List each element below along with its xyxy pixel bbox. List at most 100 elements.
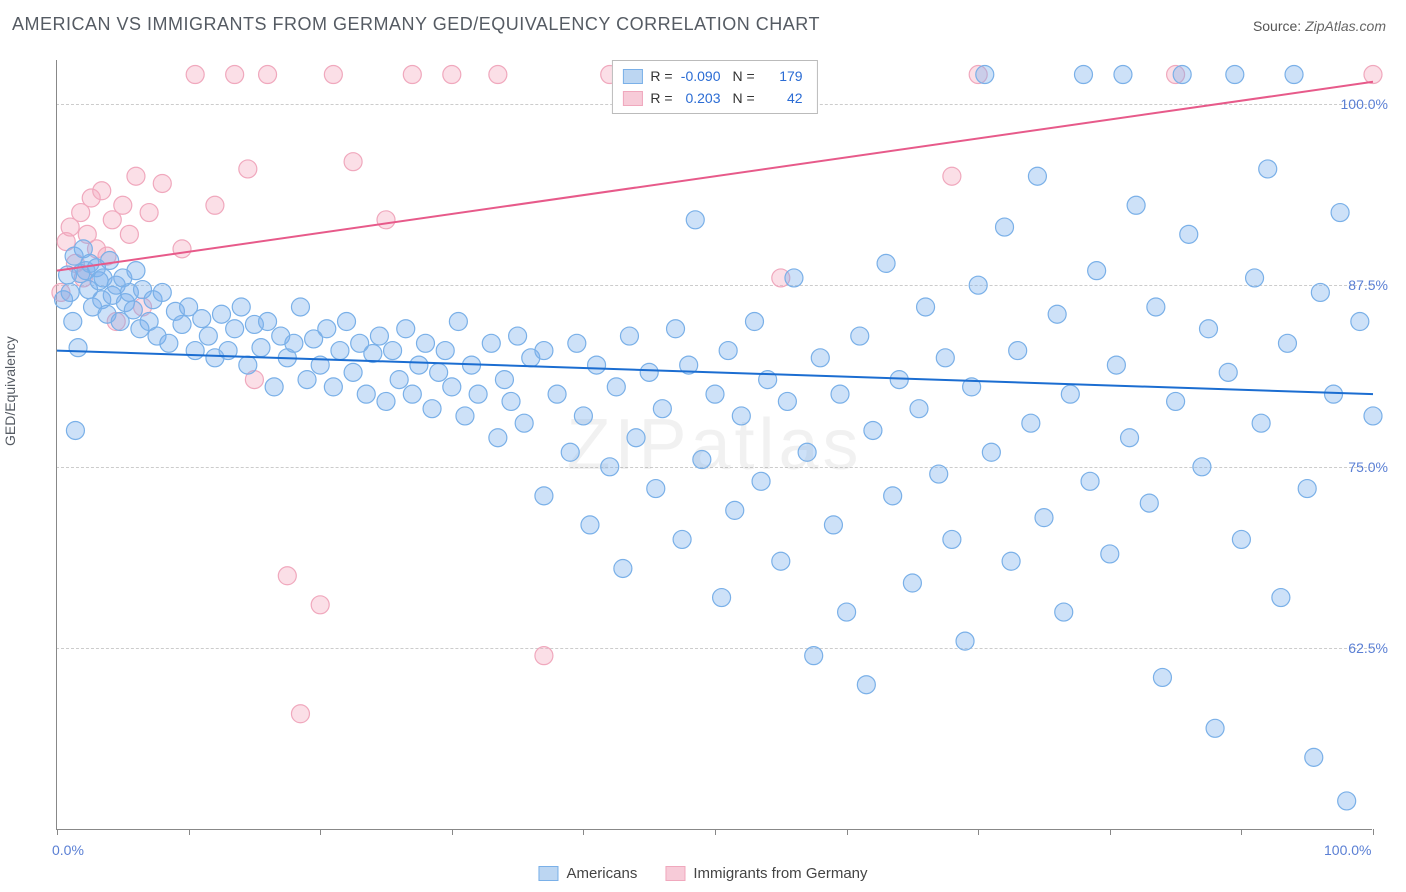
data-point (456, 407, 474, 425)
data-point (1173, 66, 1191, 84)
data-point (706, 385, 724, 403)
data-point (515, 414, 533, 432)
data-point (160, 334, 178, 352)
data-point (1127, 196, 1145, 214)
data-point (1114, 66, 1132, 84)
data-point (1351, 313, 1369, 331)
data-point (403, 66, 421, 84)
data-point (1285, 66, 1303, 84)
data-point (1180, 225, 1198, 243)
data-point (1364, 407, 1382, 425)
source-label: Source: (1253, 18, 1301, 34)
data-point (568, 334, 586, 352)
data-point (469, 385, 487, 403)
data-point (213, 305, 231, 323)
data-point (443, 66, 461, 84)
data-point (1193, 458, 1211, 476)
data-point (397, 320, 415, 338)
data-point (344, 363, 362, 381)
xtick (978, 829, 979, 835)
data-point (930, 465, 948, 483)
data-point (686, 211, 704, 229)
data-point (607, 378, 625, 396)
data-point (318, 320, 336, 338)
data-point (1009, 342, 1027, 360)
data-point (324, 66, 342, 84)
data-point (851, 327, 869, 345)
data-point (66, 421, 84, 439)
data-point (1364, 66, 1382, 84)
data-point (976, 66, 994, 84)
data-point (153, 174, 171, 192)
data-point (1055, 603, 1073, 621)
n-value-1: 42 (759, 90, 807, 106)
data-point (124, 301, 142, 319)
data-point (61, 283, 79, 301)
data-point (824, 516, 842, 534)
data-point (1074, 66, 1092, 84)
data-point (252, 339, 270, 357)
legend-stats-row-0: R = -0.090 N = 179 (622, 65, 806, 87)
data-point (1088, 262, 1106, 280)
data-point (298, 371, 316, 389)
data-point (423, 400, 441, 418)
data-point (502, 392, 520, 410)
data-point (344, 153, 362, 171)
data-point (291, 705, 309, 723)
data-point (173, 240, 191, 258)
data-point (443, 378, 461, 396)
data-point (719, 342, 737, 360)
x-axis-max-label: 100.0% (1324, 842, 1371, 858)
data-point (403, 385, 421, 403)
data-point (186, 342, 204, 360)
data-point (338, 313, 356, 331)
n-label-1: N = 42 (733, 90, 807, 106)
data-point (614, 559, 632, 577)
data-point (903, 574, 921, 592)
data-point (384, 342, 402, 360)
data-point (1219, 363, 1237, 381)
data-point (956, 632, 974, 650)
data-point (410, 356, 428, 374)
data-point (936, 349, 954, 367)
data-point (1107, 356, 1125, 374)
data-point (173, 315, 191, 333)
data-point (1272, 589, 1290, 607)
data-point (390, 371, 408, 389)
data-point (436, 342, 454, 360)
data-point (232, 298, 250, 316)
data-point (778, 392, 796, 410)
data-point (732, 407, 750, 425)
data-point (357, 385, 375, 403)
data-point (535, 647, 553, 665)
data-point (535, 487, 553, 505)
xtick (583, 829, 584, 835)
data-point (1298, 480, 1316, 498)
data-point (1259, 160, 1277, 178)
data-point (1022, 414, 1040, 432)
x-axis-min-label: 0.0% (52, 842, 84, 858)
data-point (798, 443, 816, 461)
data-point (1081, 472, 1099, 490)
legend-bottom: Americans Immigrants from Germany (538, 865, 867, 882)
data-point (647, 480, 665, 498)
data-point (114, 196, 132, 214)
data-point (620, 327, 638, 345)
data-point (120, 225, 138, 243)
xtick (1373, 829, 1374, 835)
legend-stats-row-1: R = 0.203 N = 42 (622, 87, 806, 109)
data-point (265, 378, 283, 396)
data-point (574, 407, 592, 425)
data-point (186, 66, 204, 84)
data-point (239, 160, 257, 178)
data-point (1147, 298, 1165, 316)
r-value-1: 0.203 (677, 90, 725, 106)
data-point (495, 371, 513, 389)
data-point (377, 211, 395, 229)
n-label-0: N = 179 (733, 68, 807, 84)
data-point (239, 356, 257, 374)
data-point (1278, 334, 1296, 352)
data-point (673, 530, 691, 548)
data-point (1048, 305, 1066, 323)
data-point (581, 516, 599, 534)
